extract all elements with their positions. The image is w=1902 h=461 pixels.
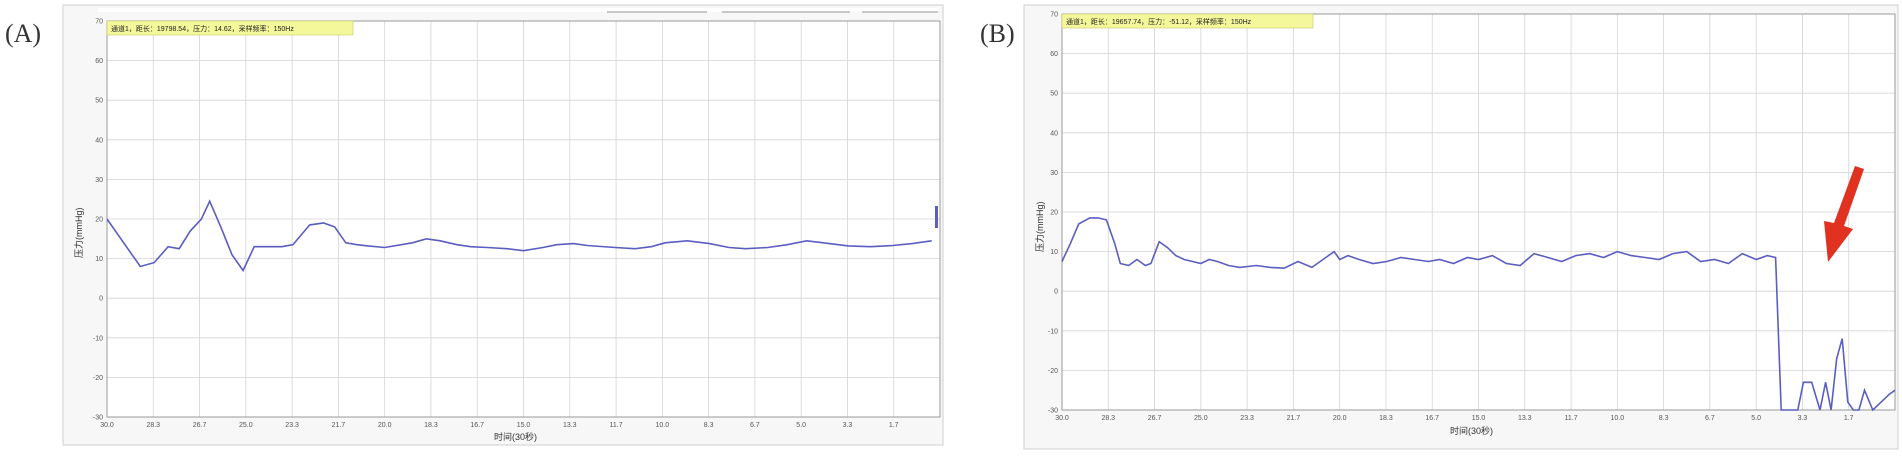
panel-a-x-axis: 30.0 28.3 26.7 25.0 23.3 21.7 20.0 18.3 16.7 15.0… [100,422,899,429]
panel-a-y-tick-label: 0 [99,296,103,303]
panel-a-x-tick-label: 25.0 [239,422,253,429]
panel-b-x-tick-label: 1.7 [1844,415,1854,422]
panel-a-y-tick-label: 30 [95,177,103,184]
panel-b-x-tick-label: 18.3 [1379,415,1393,422]
panel-a-y-tick-label: 60 [95,58,103,65]
panel-b-pressure-line [1061,217,1896,412]
panel-b-y-tick-label: 10 [1050,249,1058,256]
panel-b-x-axis: 30.0 28.3 26.7 25.0 23.3 21.7 20.0 18.3 16.7 15.0… [1055,415,1854,422]
panel-b: (B) -30 -20 -10 0 10 20 30 40 50 60 70 30.0 28.3 26.… [980,4,1899,450]
panel-b-y-tick-label: 30 [1050,170,1058,177]
panel-b-x-tick-label: 21.7 [1287,415,1301,422]
panel-b-y-tick-label: -20 [1048,368,1058,375]
panel-b-y-tick-label: -10 [1048,328,1058,335]
panel-a-status-box [106,20,354,36]
panel-a-y-tick-label: 50 [95,98,103,105]
panel-b-y-tick-label: -30 [1048,408,1058,415]
panel-a-label: (A) [5,19,41,48]
panel-b-x-tick-label: 11.7 [1565,415,1578,422]
panel-a-x-tick-label: 8.3 [704,422,714,429]
panel-b-x-tick-label: 3.3 [1798,415,1808,422]
panel-b-status-box [1061,13,1314,29]
panel-b-y-axis: -30 -20 -10 0 10 20 30 40 50 60 70 [1048,12,1058,415]
panel-a-x-tick-label: 10.0 [656,422,670,429]
panel-b-y-tick-label: 40 [1050,130,1058,137]
panel-a-x-tick-label: 13.3 [563,422,577,429]
panel-a-x-tick-label: 15.0 [517,422,531,429]
panel-b-status-text: 通道1，距长：19657.74，压力：-51.12，采样频率：150Hz [1066,17,1252,26]
panel-b-x-tick-label: 5.0 [1751,415,1761,422]
panel-a-toolbar-tab-1[interactable] [607,11,707,13]
panel-a-x-tick-label: 5.0 [796,422,806,429]
panel-b-x-tick-label: 25.0 [1194,415,1208,422]
panel-a-toolbar-tab-3[interactable] [862,11,938,13]
panel-b-y-axis-title: 压力(mmHg) [1034,202,1045,253]
panel-a: (A) -30 -20 -10 0 10 20 30 40 50 60 70 30.0 28.3 26.… [5,4,944,446]
panel-b-x-tick-label: 30.0 [1055,415,1069,422]
panel-a-x-axis-title: 时间(30秒) [494,431,537,442]
panel-b-y-tick-label: 70 [1050,12,1058,19]
panel-b-x-tick-label: 23.3 [1240,415,1254,422]
panel-b-plot-frame [1061,13,1896,411]
panel-a-y-tick-label: 70 [95,19,103,26]
panel-b-label: (B) [980,19,1015,48]
panel-a-x-tick-label: 28.3 [146,422,160,429]
panel-a-x-tick-label: 30.0 [100,422,114,429]
panel-b-x-axis-title: 时间(30秒) [1450,425,1493,436]
panel-a-grid [106,20,940,418]
panel-a-y-axis: -30 -20 -10 0 10 20 30 40 50 60 70 [93,19,103,422]
panel-b-y-tick-label: 0 [1054,289,1058,296]
panel-a-x-tick-label: 11.7 [610,422,623,429]
panel-a-y-tick-label: -20 [93,375,103,382]
panel-b-x-tick-label: 8.3 [1659,415,1669,422]
panel-b-x-tick-label: 16.7 [1425,415,1439,422]
panel-a-y-tick-label: 40 [95,137,103,144]
panel-a-x-tick-label: 18.3 [424,422,438,429]
panel-a-pressure-line [106,199,932,273]
panel-b-y-tick-label: 20 [1050,210,1058,217]
panel-a-x-tick-label: 23.3 [285,422,299,429]
panel-a-x-tick-label: 1.7 [889,422,899,429]
panel-a-status-text: 通道1，距长：19798.54，压力：14.62，采样频率：150Hz [111,24,294,33]
panel-b-x-tick-label: 26.7 [1148,415,1162,422]
panel-b-x-tick-label: 15.0 [1472,415,1486,422]
panel-a-y-tick-label: -30 [93,415,103,422]
panel-b-y-tick-label: 50 [1050,91,1058,98]
red-arrow-annotation [1824,166,1864,262]
panel-a-x-tick-label: 21.7 [332,422,346,429]
panel-a-window-titlebar [98,8,938,12]
panel-b-x-tick-label: 20.0 [1333,415,1347,422]
panel-a-y-tick-label: 20 [95,217,103,224]
panel-a-toolbar-tab-2[interactable] [722,11,850,13]
panel-a-x-tick-label: 6.7 [750,422,760,429]
panel-a-y-tick-label: 10 [95,256,103,263]
panel-b-y-tick-label: 60 [1050,51,1058,58]
panel-a-x-tick-label: 3.3 [843,422,853,429]
panel-a-y-tick-label: -10 [93,335,103,342]
panel-b-x-tick-label: 10.0 [1611,415,1625,422]
panel-a-x-tick-label: 16.7 [470,422,484,429]
panel-a-scroll-marker[interactable] [935,206,938,228]
panel-a-y-axis-title: 压力(mmHg) [73,208,84,259]
panel-a-x-tick-label: 26.7 [193,422,207,429]
panel-b-x-tick-label: 13.3 [1518,415,1532,422]
panel-b-x-tick-label: 6.7 [1705,415,1715,422]
panel-b-x-tick-label: 28.3 [1101,415,1115,422]
panel-a-x-tick-label: 20.0 [378,422,392,429]
